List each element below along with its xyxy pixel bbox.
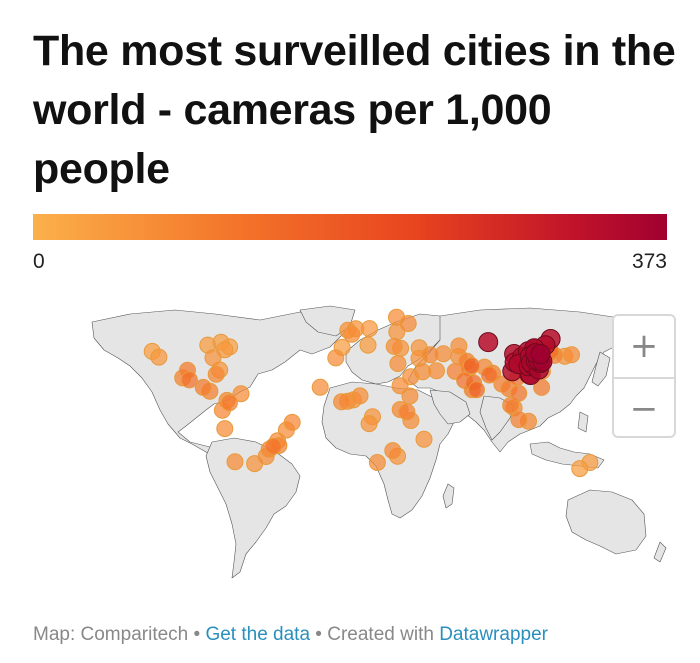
city-marker[interactable]: [398, 403, 416, 421]
city-marker[interactable]: [385, 337, 403, 355]
city-marker[interactable]: [533, 378, 551, 396]
land-madagascar: [442, 483, 455, 509]
world-map[interactable]: + −: [0, 292, 700, 587]
land-new-zealand: [653, 541, 667, 563]
city-marker[interactable]: [468, 381, 485, 399]
datawrapper-link[interactable]: Datawrapper: [439, 624, 548, 645]
city-marker[interactable]: [311, 378, 329, 396]
land-south-america: [205, 437, 301, 579]
city-marker[interactable]: [351, 387, 369, 405]
zoom-control: + −: [612, 314, 676, 438]
chart-title: The most surveilled cities in the world …: [33, 27, 676, 193]
city-marker[interactable]: [150, 348, 168, 366]
city-marker[interactable]: [343, 325, 361, 343]
get-data-link[interactable]: Get the data: [205, 624, 311, 645]
city-marker[interactable]: [530, 344, 551, 364]
city-marker[interactable]: [207, 365, 225, 383]
city-marker[interactable]: [391, 377, 409, 395]
city-marker[interactable]: [360, 415, 378, 433]
city-marker[interactable]: [327, 349, 345, 367]
legend-max-label: 373: [631, 250, 667, 273]
land-philippines: [577, 411, 589, 433]
city-marker[interactable]: [180, 371, 198, 389]
city-marker[interactable]: [384, 442, 402, 460]
city-marker[interactable]: [480, 366, 498, 384]
city-marker[interactable]: [421, 346, 439, 364]
city-marker[interactable]: [389, 355, 407, 372]
land-australia: [565, 489, 647, 555]
footer-credits: Map: Comparitech • Get the data • Create…: [33, 624, 548, 646]
city-marker[interactable]: [216, 420, 234, 438]
city-marker[interactable]: [502, 396, 520, 414]
created-with-label: Created with: [327, 624, 440, 645]
city-marker[interactable]: [563, 346, 580, 364]
land-north-america: [91, 309, 346, 463]
city-marker[interactable]: [264, 437, 282, 455]
city-marker[interactable]: [510, 384, 528, 402]
city-marker[interactable]: [226, 453, 244, 471]
city-marker[interactable]: [399, 315, 417, 332]
city-marker[interactable]: [232, 385, 250, 403]
city-marker[interactable]: [415, 430, 433, 448]
city-marker[interactable]: [283, 413, 301, 431]
color-scale-legend: [33, 214, 667, 240]
separator-dot: •: [188, 624, 206, 645]
city-marker[interactable]: [368, 454, 386, 471]
land-layer: [91, 305, 667, 579]
zoom-in-button[interactable]: +: [614, 316, 674, 377]
city-marker[interactable]: [359, 336, 377, 354]
city-marker[interactable]: [333, 393, 351, 411]
city-marker[interactable]: [204, 349, 222, 367]
source-credit: Map: Comparitech: [33, 624, 189, 645]
city-marker[interactable]: [571, 460, 589, 478]
city-marker[interactable]: [510, 411, 528, 429]
city-marker[interactable]: [450, 337, 468, 355]
world-map-svg[interactable]: [0, 292, 700, 587]
city-marker[interactable]: [478, 332, 499, 353]
city-marker[interactable]: [428, 362, 445, 380]
city-markers: [143, 308, 599, 478]
separator-dot: •: [310, 624, 328, 645]
city-marker[interactable]: [220, 394, 238, 412]
legend-min-label: 0: [33, 250, 45, 273]
land-arabia: [429, 389, 471, 425]
city-marker[interactable]: [216, 341, 234, 359]
city-marker[interactable]: [463, 357, 480, 375]
zoom-out-button[interactable]: −: [614, 377, 674, 438]
land-japan: [591, 351, 611, 387]
city-marker[interactable]: [194, 378, 212, 396]
city-marker[interactable]: [401, 387, 419, 405]
